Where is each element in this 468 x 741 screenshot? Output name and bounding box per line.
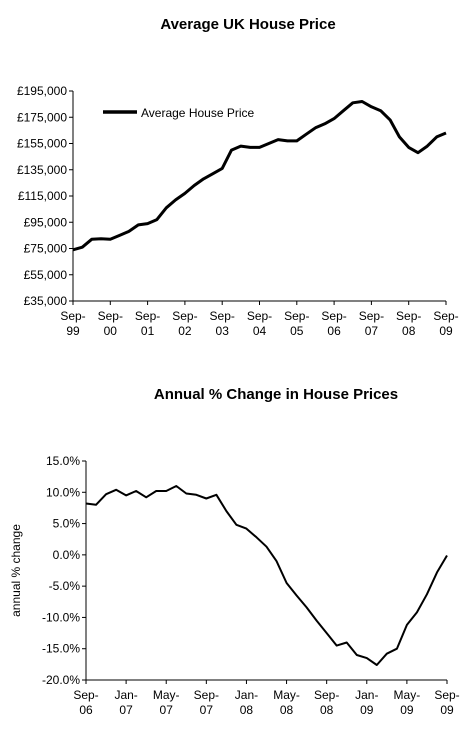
- x-tick-label: Sep-: [135, 309, 160, 323]
- x-tick-label: 09: [439, 324, 453, 338]
- y-tick-label: £35,000: [24, 294, 68, 308]
- y-tick-label: £175,000: [17, 110, 67, 124]
- x-tick-label: Sep-: [321, 309, 346, 323]
- y-tick-label: £75,000: [24, 242, 68, 256]
- y-tick-label: 15.0%: [46, 454, 80, 468]
- x-tick-label: 07: [200, 703, 214, 717]
- y-tick-label: -15.0%: [42, 642, 80, 656]
- x-tick-label: Sep-: [284, 309, 309, 323]
- x-tick-label: 03: [216, 324, 230, 338]
- x-tick-label: 01: [141, 324, 155, 338]
- x-tick-label: Jan-: [355, 688, 378, 702]
- x-tick-label: 08: [402, 324, 416, 338]
- x-tick-label: 09: [440, 703, 454, 717]
- chart-title-annual-change: Annual % Change in House Prices: [153, 386, 399, 403]
- x-tick-label: 99: [66, 324, 80, 338]
- series-line: [85, 485, 448, 666]
- x-tick-label: Sep-: [194, 688, 219, 702]
- y-tick-label: -5.0%: [49, 579, 81, 593]
- x-tick-label: May-: [153, 688, 180, 702]
- x-tick-label: Jan-: [114, 688, 137, 702]
- x-tick-label: Sep-: [314, 688, 339, 702]
- x-tick-label: Sep-: [210, 309, 235, 323]
- x-tick-label: 09: [360, 703, 374, 717]
- house-price-chart: £35,000 £55,000 £75,000 £95,000 £115,000 £135…: [17, 84, 459, 338]
- y-tick-label: £55,000: [24, 268, 68, 282]
- x-tick-label: May-: [273, 688, 300, 702]
- x-tick-label: Sep-: [247, 309, 272, 323]
- y-tick-label: £95,000: [24, 215, 68, 229]
- y-tick-label: £135,000: [17, 163, 67, 177]
- y-tick-label: 0.0%: [53, 548, 81, 562]
- x-tick-label: 07: [119, 703, 133, 717]
- x-tick-label: Sep-: [60, 309, 85, 323]
- y-axis-label: annual % change: [9, 524, 23, 617]
- x-tick-label: 06: [327, 324, 341, 338]
- y-tick-label: 10.0%: [46, 485, 80, 499]
- x-tick-label: 02: [178, 324, 192, 338]
- x-tick-label: Sep-: [73, 688, 98, 702]
- y-tick-label: £155,000: [17, 137, 67, 151]
- x-tick-label: Sep-: [98, 309, 123, 323]
- x-tick-label: Jan-: [235, 688, 258, 702]
- x-tick-label: 08: [280, 703, 294, 717]
- x-tick-label: Sep-: [359, 309, 384, 323]
- chart-title-house-price: Average UK House Price: [160, 16, 336, 33]
- x-tick-label: 07: [365, 324, 379, 338]
- x-tick-label: Sep-: [433, 309, 458, 323]
- y-tick-label: 5.0%: [53, 517, 81, 531]
- x-tick-label: 06: [79, 703, 93, 717]
- series-line: [72, 100, 447, 252]
- x-tick-label: 04: [253, 324, 267, 338]
- x-tick-label: 08: [240, 703, 254, 717]
- x-tick-label: 00: [104, 324, 118, 338]
- x-tick-label: May-: [394, 688, 421, 702]
- x-tick-label: Sep-: [396, 309, 421, 323]
- legend-label: Average House Price: [141, 106, 255, 120]
- x-tick-label: 09: [400, 703, 414, 717]
- y-tick-label: -20.0%: [42, 673, 80, 687]
- x-tick-label: Sep-: [434, 688, 459, 702]
- x-tick-label: 07: [160, 703, 174, 717]
- y-tick-label: £115,000: [18, 189, 67, 203]
- y-tick-label: -10.0%: [42, 610, 80, 624]
- x-tick-label: Sep-: [172, 309, 197, 323]
- x-tick-label: 08: [320, 703, 334, 717]
- x-tick-label: 05: [290, 324, 304, 338]
- y-tick-label: £195,000: [17, 84, 67, 98]
